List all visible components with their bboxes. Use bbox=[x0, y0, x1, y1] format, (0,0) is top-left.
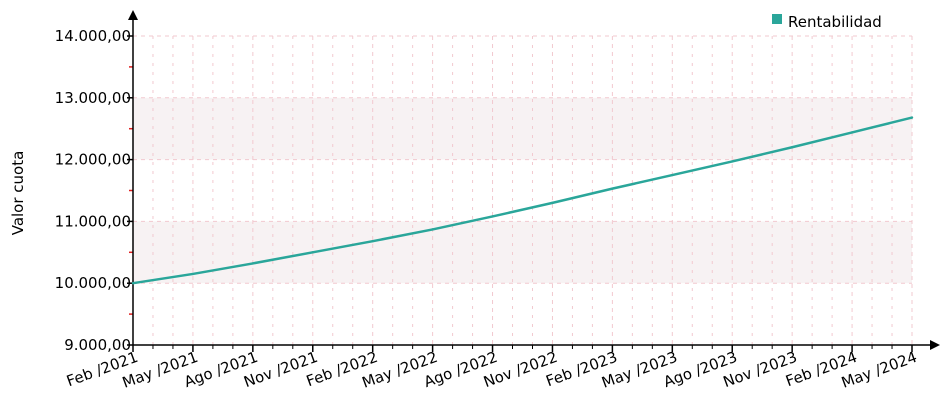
data-point bbox=[191, 272, 195, 276]
y-tick-label: 14.000,00 bbox=[55, 27, 131, 45]
y-tick-label: 13.000,00 bbox=[55, 89, 131, 107]
plot-band bbox=[133, 97, 912, 160]
data-point bbox=[910, 116, 914, 119]
legend-label: Rentabilidad bbox=[788, 13, 882, 31]
data-point bbox=[491, 215, 494, 218]
x-axis-arrow bbox=[930, 340, 940, 350]
data-point bbox=[251, 262, 255, 265]
plot-bands bbox=[133, 97, 912, 284]
axes bbox=[127, 10, 940, 352]
y-tick-label: 9.000,00 bbox=[64, 336, 131, 354]
data-point bbox=[131, 282, 135, 285]
data-point bbox=[790, 146, 794, 149]
data-point bbox=[371, 239, 374, 243]
y-tick-label: 12.000,00 bbox=[55, 151, 131, 169]
y-tick-labels: 9.000,00 10.000,00 11.000,00 12.000,00 13.00… bbox=[55, 27, 131, 354]
grid-lines bbox=[132, 35, 913, 346]
y-axis-arrow bbox=[128, 10, 138, 20]
data-point bbox=[671, 173, 674, 177]
legend: Rentabilidad bbox=[772, 13, 882, 31]
series-group bbox=[131, 116, 914, 285]
y-tick-label: 11.000,00 bbox=[55, 212, 131, 230]
plot-band bbox=[133, 221, 912, 284]
series-line bbox=[132, 116, 913, 285]
data-point bbox=[731, 160, 734, 163]
data-point bbox=[431, 228, 434, 231]
data-point bbox=[611, 187, 614, 190]
data-point bbox=[850, 131, 854, 134]
data-point bbox=[311, 251, 314, 254]
data-point bbox=[551, 201, 554, 205]
y-tick-label: 10.000,00 bbox=[55, 274, 131, 292]
legend-swatch bbox=[772, 14, 782, 24]
y-axis-title: Valor cuota bbox=[9, 151, 27, 236]
